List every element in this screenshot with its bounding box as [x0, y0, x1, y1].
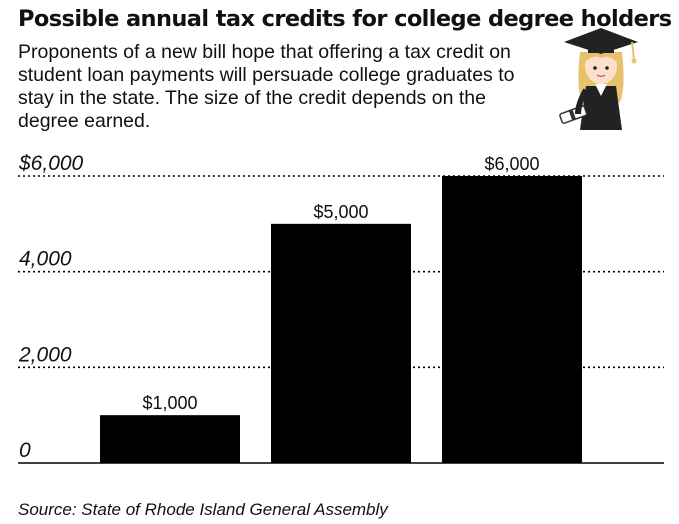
bar — [442, 176, 582, 463]
chart-subtitle: Proponents of a new bill hope that offer… — [18, 41, 515, 132]
y-tick-label: 0 — [19, 439, 31, 462]
y-tick-label: $6,000 — [18, 152, 84, 175]
labels: 02,0004,000$6,000$1,000Associate’s$5,000… — [18, 152, 540, 462]
bar-chart: 02,0004,000$6,000$1,000Associate’s$5,000… — [18, 152, 664, 464]
chart-title: Possible annual tax credits for college … — [18, 6, 672, 32]
data-label: $5,000 — [313, 202, 368, 222]
graduate-figure-icon — [559, 28, 638, 130]
y-tick-label: 2,000 — [18, 343, 72, 366]
bars — [100, 176, 582, 463]
source-note: Source: State of Rhode Island General As… — [18, 500, 388, 519]
data-label: $6,000 — [484, 154, 539, 174]
y-tick-label: 4,000 — [19, 248, 72, 271]
bar — [271, 223, 411, 463]
bar — [100, 415, 240, 463]
data-label: $1,000 — [142, 393, 197, 413]
